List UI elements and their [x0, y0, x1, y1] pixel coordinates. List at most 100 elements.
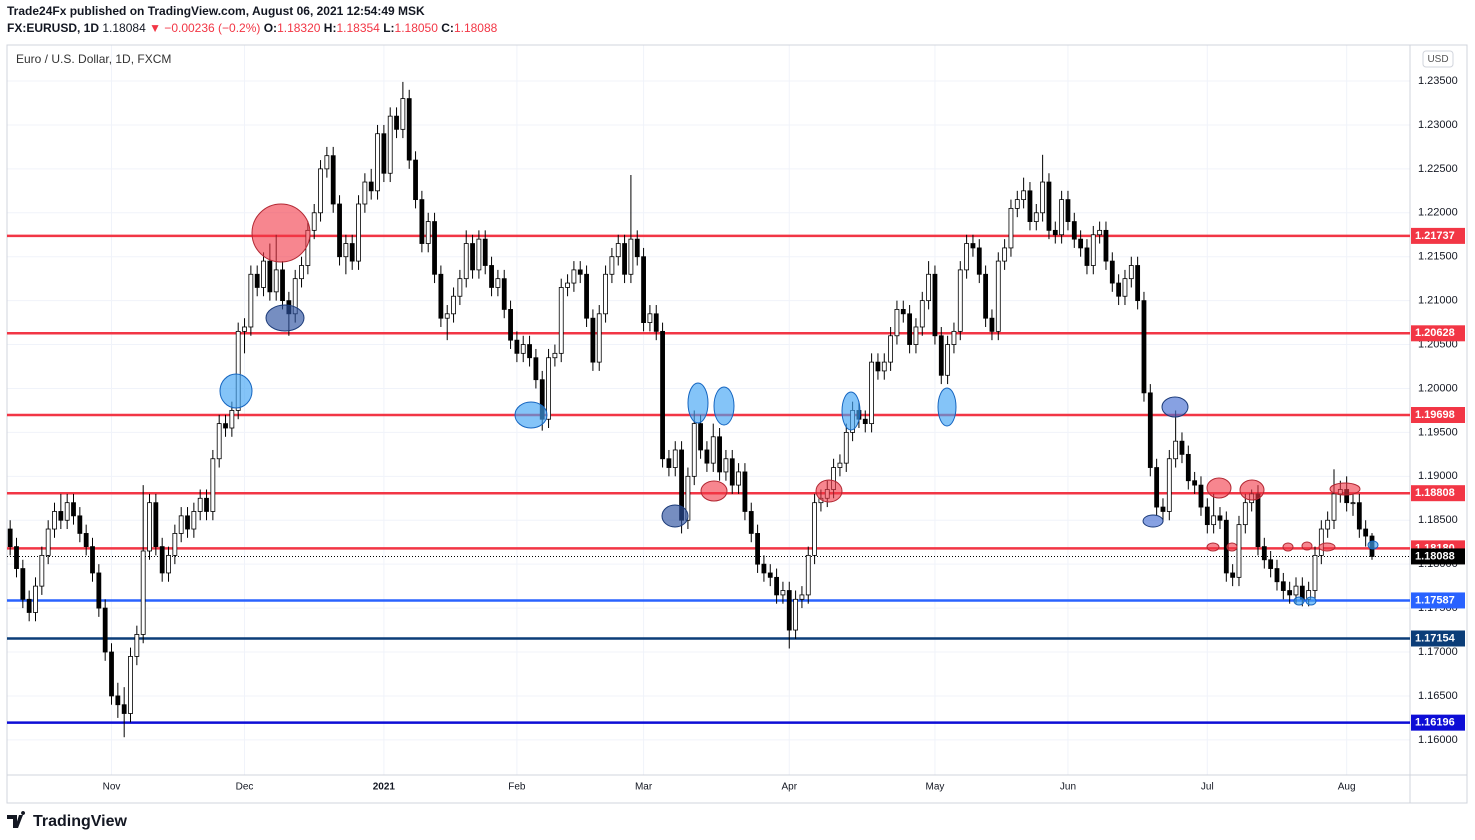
candle-body: [7, 528, 13, 548]
candle-body: [400, 98, 406, 130]
highlight: [1329, 482, 1361, 496]
annotations: [219, 203, 1379, 606]
level-label-box: [1411, 630, 1465, 647]
candle-body: [1021, 190, 1027, 201]
candle-body: [191, 511, 197, 530]
candle-body: [869, 361, 875, 425]
candle-body: [330, 155, 336, 205]
ohlc-value: 1.18320: [277, 21, 321, 35]
candle-body: [717, 436, 722, 473]
candle-body: [755, 533, 760, 565]
candle-body: [1078, 238, 1084, 249]
candle-body: [140, 550, 146, 635]
highlight: [219, 373, 253, 409]
candle-body: [698, 423, 703, 451]
y-tick-label: 1.17000: [1418, 646, 1458, 658]
candle-body: [1122, 278, 1128, 297]
level-label: 1.19698: [1415, 409, 1455, 421]
candle-body: [774, 576, 779, 596]
candles: [7, 81, 1375, 738]
candle-body: [622, 243, 627, 275]
candle-body: [489, 265, 494, 288]
y-tick-label: 1.20000: [1418, 382, 1458, 394]
candle-body: [1325, 519, 1331, 530]
candle-body: [1173, 440, 1179, 460]
currency-button[interactable]: [1422, 50, 1454, 68]
candle-body: [394, 115, 399, 130]
y-tick-label: 1.19000: [1418, 470, 1458, 482]
candle-body: [799, 594, 805, 600]
symbol: FX:EURUSD, 1D: [7, 21, 99, 35]
candle-body: [805, 554, 811, 596]
highlight: [687, 382, 709, 424]
candle-body: [976, 247, 982, 275]
candle-body: [1014, 199, 1020, 209]
candle-body: [1097, 229, 1103, 236]
level-label: 1.16196: [1415, 717, 1455, 729]
candle-body: [381, 133, 387, 174]
level-label: 1.17587: [1415, 594, 1455, 606]
highlight: [1282, 542, 1294, 552]
x-tick-label: May: [925, 782, 944, 793]
candle-body: [1350, 502, 1356, 505]
candle-body: [128, 656, 133, 714]
candle-body: [767, 572, 773, 578]
candle-body: [565, 282, 570, 288]
y-tick-label: 1.21500: [1418, 251, 1458, 263]
candle-body: [1071, 221, 1077, 240]
candle-body: [1040, 181, 1046, 214]
candle-body: [736, 471, 741, 486]
candle-body: [1166, 458, 1172, 512]
candle-body: [786, 590, 792, 631]
level-label: 1.17154: [1415, 632, 1456, 644]
last-price-label: 1.18088: [1415, 550, 1455, 562]
level-label-box: [1411, 485, 1465, 502]
candle-body: [20, 568, 26, 600]
candle-body: [957, 269, 963, 332]
candle-body: [254, 273, 260, 288]
candle-body: [647, 313, 653, 323]
candle-body: [406, 98, 412, 161]
candle-body: [90, 546, 95, 574]
x-tick-label: 2021: [373, 782, 396, 793]
candle-body: [45, 528, 51, 556]
candle-body: [653, 313, 659, 332]
candle-body: [77, 515, 83, 534]
candle-body: [451, 295, 456, 315]
candle-body: [691, 423, 697, 477]
candle-body: [552, 352, 558, 359]
candle-body: [1274, 568, 1280, 583]
level-label: 1.20628: [1415, 327, 1455, 339]
candle-body: [1331, 493, 1337, 521]
candle-body: [926, 273, 932, 302]
candle-body: [387, 115, 393, 174]
candle-body: [470, 243, 475, 271]
candle-body: [1128, 265, 1134, 280]
candle-body: [577, 269, 583, 275]
candle-body: [223, 423, 228, 429]
candle-body: [501, 278, 507, 310]
candle-body: [178, 515, 184, 534]
candle-body: [995, 260, 1001, 332]
y-tick-label: 1.19500: [1418, 426, 1458, 438]
logo-icon: [7, 811, 26, 828]
candle-body: [1261, 546, 1267, 561]
candle-body: [527, 344, 532, 359]
highlight: [937, 387, 957, 427]
highlight: [1226, 542, 1238, 552]
candle-body: [520, 344, 526, 354]
candle-body: [1027, 190, 1033, 222]
candle-body: [235, 330, 241, 411]
candle-body: [571, 269, 577, 284]
candle-body: [533, 357, 539, 381]
currency-label[interactable]: USD: [1427, 54, 1448, 65]
logo: TradingView: [7, 811, 128, 830]
last-price: 1.18084: [102, 21, 146, 35]
candle-body: [590, 317, 596, 363]
candle-body: [457, 278, 463, 297]
highlight: [1206, 542, 1220, 552]
candle-body: [843, 432, 849, 464]
candle-body: [299, 265, 304, 280]
candle-body: [121, 704, 127, 714]
